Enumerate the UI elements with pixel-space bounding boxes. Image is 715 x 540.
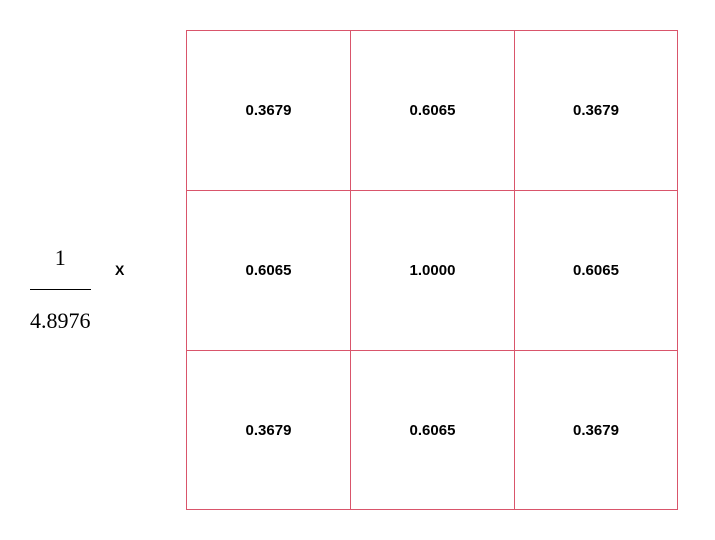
diagram-stage: 1 4.8976 X 0.36790.60650.36790.60651.000… — [0, 0, 715, 540]
fraction-numerator: 1 — [30, 245, 91, 271]
fraction-bar-wrap — [30, 271, 91, 307]
matrix-cell: 0.6065 — [350, 350, 514, 510]
matrix-cell: 0.3679 — [514, 350, 678, 510]
matrix-cell: 0.6065 — [514, 190, 678, 350]
matrix-cell: 0.6065 — [186, 190, 350, 350]
matrix-cell: 1.0000 — [350, 190, 514, 350]
fraction-denominator: 4.8976 — [30, 308, 91, 334]
matrix-cell: 0.3679 — [186, 30, 350, 190]
fraction: 1 4.8976 — [30, 245, 91, 334]
kernel-matrix: 0.36790.60650.36790.60651.00000.60650.36… — [186, 30, 678, 510]
matrix-cell: 0.6065 — [350, 30, 514, 190]
scalar-fraction: 1 4.8976 — [30, 245, 91, 334]
matrix-cell: 0.3679 — [186, 350, 350, 510]
fraction-bar — [30, 289, 91, 290]
multiply-symbol: X — [115, 262, 124, 278]
matrix-cell: 0.3679 — [514, 30, 678, 190]
